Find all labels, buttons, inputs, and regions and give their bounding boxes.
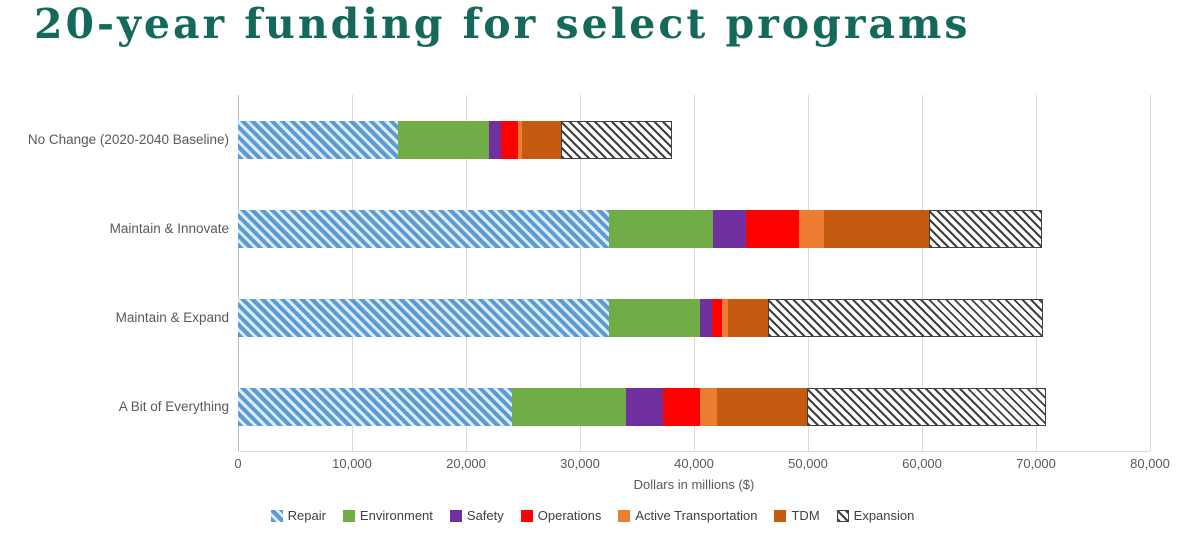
bar-row-no-change-2020-2040-baseline bbox=[238, 95, 1150, 184]
x-tick-label: 10,000 bbox=[332, 456, 372, 471]
x-tick-label: 20,000 bbox=[446, 456, 486, 471]
bar-segment-environment bbox=[608, 209, 714, 248]
legend-label-active-transportation: Active Transportation bbox=[635, 508, 758, 523]
legend-label-expansion: Expansion bbox=[853, 508, 915, 523]
legend-swatch-repair bbox=[270, 509, 283, 522]
bar-segment-expansion bbox=[928, 209, 1042, 248]
legend-item-environment: Environment bbox=[342, 508, 433, 523]
bar-segment-environment bbox=[608, 298, 700, 337]
legend-item-operations: Operations bbox=[520, 508, 602, 523]
bar-segment-safety bbox=[488, 120, 502, 159]
gridline bbox=[466, 95, 467, 451]
legend-swatch-operations bbox=[520, 509, 533, 522]
legend-swatch-tdm bbox=[774, 509, 787, 522]
category-label-no-change-2020-2040-baseline: No Change (2020-2040 Baseline) bbox=[27, 132, 229, 147]
gridline bbox=[1150, 95, 1151, 451]
gridline bbox=[694, 95, 695, 451]
axis-line-zero bbox=[238, 95, 239, 451]
x-tick-label: 0 bbox=[234, 456, 242, 471]
gridline bbox=[922, 95, 923, 451]
bar-segment-expansion bbox=[806, 387, 1047, 426]
legend-swatch-safety bbox=[449, 509, 462, 522]
legend-item-tdm: TDM bbox=[774, 508, 820, 523]
bar-row-a-bit-of-everything bbox=[238, 362, 1150, 451]
bar-segment-environment bbox=[511, 387, 626, 426]
bar-segment-active-transportation bbox=[518, 120, 522, 159]
legend-label-tdm: TDM bbox=[791, 508, 820, 523]
legend-swatch-environment bbox=[342, 509, 355, 522]
x-axis-title: Dollars in millions ($) bbox=[633, 477, 755, 492]
chart-title: 20-year funding for select programs bbox=[34, 0, 971, 48]
gridline bbox=[580, 95, 581, 451]
category-label-maintain-innovate: Maintain & Innovate bbox=[109, 221, 229, 236]
legend-swatch-expansion bbox=[836, 509, 849, 522]
gridlines bbox=[238, 95, 1151, 451]
legend-item-repair: Repair bbox=[270, 508, 326, 523]
bar-track bbox=[238, 209, 1150, 248]
bar-track bbox=[238, 387, 1150, 426]
gridline bbox=[808, 95, 809, 451]
bar-row-maintain-expand bbox=[238, 273, 1150, 362]
bar-segment-repair bbox=[238, 387, 512, 426]
bar-segment-repair bbox=[238, 120, 398, 159]
legend-label-operations: Operations bbox=[537, 508, 602, 523]
plot-area bbox=[238, 95, 1151, 452]
bar-segment-expansion bbox=[768, 298, 1043, 337]
bar-segment-tdm bbox=[716, 387, 807, 426]
bar-segment-tdm bbox=[521, 120, 561, 159]
gridline bbox=[1036, 95, 1037, 451]
legend-item-active-transportation: Active Transportation bbox=[618, 508, 757, 523]
x-tick-label: 40,000 bbox=[674, 456, 714, 471]
chart-area: No Change (2020-2040 Baseline) Maintain &… bbox=[0, 95, 1151, 452]
bar-segment-safety bbox=[625, 387, 664, 426]
bar-track bbox=[238, 120, 1150, 159]
bar-segment-safety bbox=[699, 298, 713, 337]
legend: Repair Environment Safety Operations Active … bbox=[0, 508, 1185, 523]
x-tick-label: 50,000 bbox=[788, 456, 828, 471]
legend-label-environment: Environment bbox=[359, 508, 433, 523]
x-tick-label: 70,000 bbox=[1016, 456, 1056, 471]
bar-segment-environment bbox=[397, 120, 489, 159]
bars-layer bbox=[238, 95, 1150, 451]
category-label-a-bit-of-everything: A Bit of Everything bbox=[118, 399, 229, 414]
bar-segment-tdm bbox=[823, 209, 929, 248]
legend-label-repair: Repair bbox=[287, 508, 326, 523]
legend-label-safety: Safety bbox=[466, 508, 504, 523]
bar-track bbox=[238, 298, 1150, 337]
bar-segment-operations bbox=[501, 120, 519, 159]
bar-segment-active-transportation bbox=[722, 298, 729, 337]
legend-item-expansion: Expansion bbox=[836, 508, 915, 523]
bar-segment-expansion bbox=[560, 120, 673, 159]
legend-swatch-active-transportation bbox=[618, 509, 631, 522]
bar-segment-active-transportation bbox=[798, 209, 824, 248]
category-label-maintain-expand: Maintain & Expand bbox=[115, 310, 229, 325]
bar-segment-operations bbox=[663, 387, 700, 426]
gridline bbox=[352, 95, 353, 451]
bar-segment-active-transportation bbox=[699, 387, 717, 426]
bar-segment-operations bbox=[746, 209, 799, 248]
bar-segment-repair bbox=[238, 298, 609, 337]
bar-segment-tdm bbox=[728, 298, 769, 337]
x-axis-ticks: 0 10,000 20,000 30,000 40,000 50,000 60,000 70,… bbox=[0, 456, 1185, 472]
bar-segment-repair bbox=[238, 209, 609, 248]
bar-segment-operations bbox=[712, 298, 723, 337]
x-tick-label: 80,000 bbox=[1130, 456, 1170, 471]
category-labels: No Change (2020-2040 Baseline) Maintain &… bbox=[0, 95, 238, 451]
bar-segment-safety bbox=[713, 209, 747, 248]
x-tick-label: 30,000 bbox=[560, 456, 600, 471]
bar-row-maintain-innovate bbox=[238, 184, 1150, 273]
legend-item-safety: Safety bbox=[449, 508, 504, 523]
x-tick-label: 60,000 bbox=[902, 456, 942, 471]
